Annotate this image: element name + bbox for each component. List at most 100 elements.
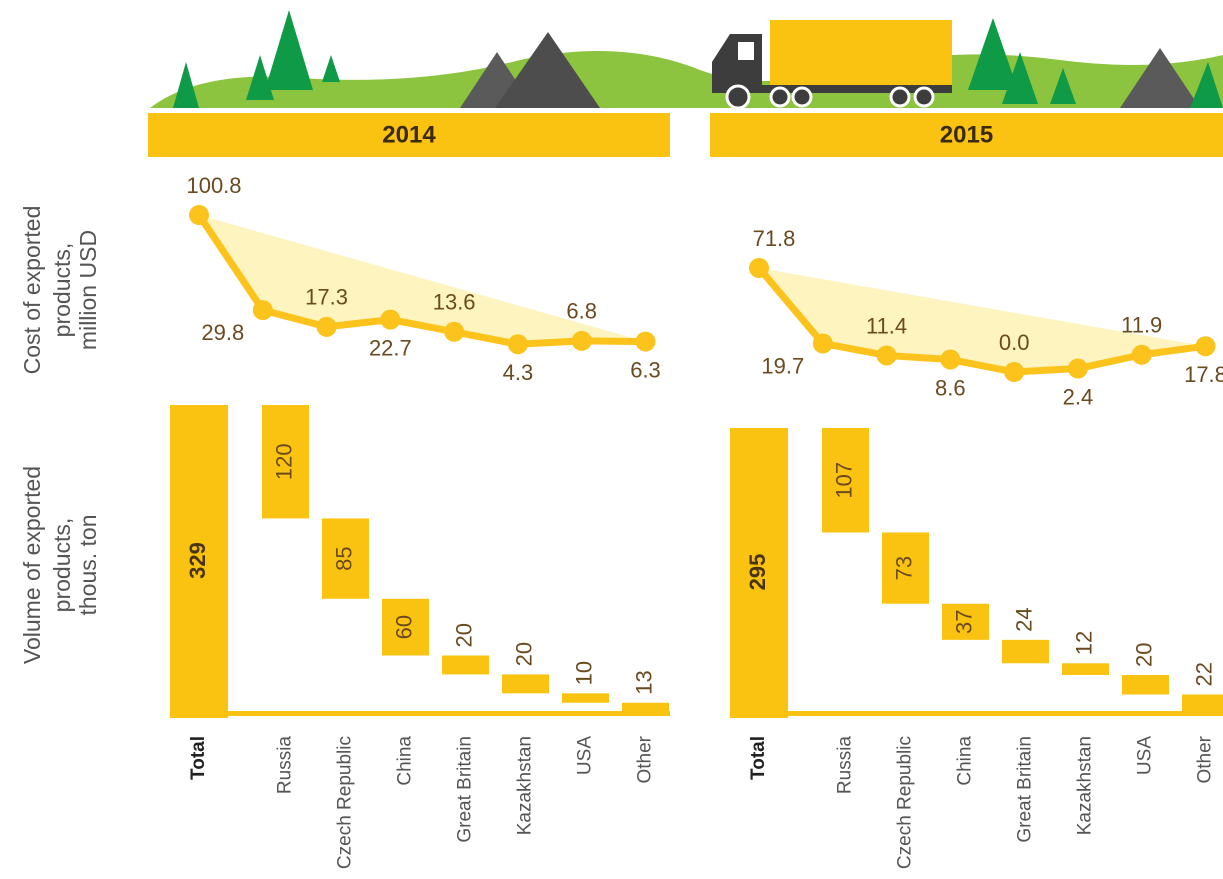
- value-label: 71.8: [753, 226, 796, 251]
- value-label: 12: [1071, 631, 1096, 655]
- year-header: [148, 113, 670, 157]
- tree: [1002, 52, 1038, 104]
- x-tick-label: USA: [575, 736, 596, 775]
- truck-cab: [712, 34, 762, 90]
- year-header: [710, 113, 1223, 157]
- wheel: [889, 86, 911, 108]
- value-label: 107: [831, 462, 856, 499]
- area: [759, 268, 1206, 372]
- y-axis-label: products,: [49, 243, 75, 338]
- year-title: 2014: [382, 121, 436, 148]
- y-axis-label: Cost of exported: [19, 206, 45, 375]
- bar: [1062, 663, 1109, 675]
- x-tick-label: Other: [635, 735, 656, 783]
- value-label: 37: [951, 610, 976, 634]
- x-tick-label: Great Britain: [455, 736, 476, 843]
- value-label: 0.0: [999, 330, 1030, 355]
- value-label: 20: [1131, 643, 1156, 667]
- bar: [442, 655, 489, 675]
- bar: [382, 598, 429, 656]
- wheel: [769, 86, 791, 108]
- total-label: 295: [745, 554, 770, 591]
- truck-box: [770, 20, 952, 88]
- value-label: 20: [451, 623, 476, 647]
- truck: [712, 20, 952, 110]
- x-tick-label: Kazakhstan: [1075, 736, 1096, 835]
- wheel: [725, 84, 751, 110]
- x-tick-label: Other: [1195, 735, 1216, 783]
- bar: [622, 702, 669, 716]
- baseline: [170, 711, 670, 716]
- area: [199, 215, 646, 345]
- point: [1131, 344, 1152, 365]
- point: [316, 316, 337, 337]
- wheel: [791, 86, 813, 108]
- value-label: 24: [1011, 607, 1036, 631]
- hill: [150, 51, 1223, 108]
- point: [940, 349, 961, 370]
- point: [1004, 362, 1025, 382]
- tree: [173, 62, 199, 108]
- value-label: 6.8: [566, 299, 597, 324]
- value-label: 20: [511, 642, 536, 666]
- x-tick-label: China: [395, 736, 416, 786]
- value-label: 60: [391, 615, 416, 639]
- point: [252, 300, 273, 321]
- value-label: 6.3: [630, 357, 661, 382]
- value-label: 17.3: [305, 285, 348, 310]
- scenery: [150, 10, 1223, 110]
- y-axis-label: million USD: [75, 230, 101, 350]
- bar: [882, 532, 929, 604]
- tree: [1050, 68, 1076, 104]
- wheel: [913, 86, 935, 108]
- point: [507, 334, 528, 355]
- total-bar: [170, 405, 228, 718]
- x-tick-label: Total: [188, 736, 209, 780]
- truck-window: [738, 42, 754, 60]
- value-label: 4.3: [503, 360, 534, 385]
- x-tick-label: Great Britain: [1015, 736, 1036, 843]
- bar: [1122, 674, 1169, 695]
- x-tick-label: Czech Republic: [335, 736, 356, 869]
- x-tick-label: USA: [1135, 736, 1156, 775]
- mountain: [1120, 48, 1200, 108]
- line: [756, 265, 1206, 376]
- y-axis-label: products,: [49, 518, 75, 613]
- value-label: 10: [571, 661, 596, 685]
- bar: [562, 693, 609, 703]
- value-label: 73: [891, 556, 916, 580]
- value-label: 120: [271, 443, 296, 480]
- value-label: 22: [1191, 662, 1216, 686]
- bar: [942, 603, 989, 640]
- tree: [968, 18, 1018, 90]
- mountain: [495, 32, 600, 108]
- value-label: 22.7: [369, 335, 412, 360]
- x-tick-label: Russia: [835, 736, 856, 795]
- bar: [502, 674, 549, 694]
- point: [380, 309, 401, 330]
- tree: [1190, 62, 1223, 108]
- value-label: 85: [331, 546, 356, 570]
- value-label: 17.8: [1184, 362, 1223, 387]
- point: [635, 331, 656, 352]
- bar: [322, 518, 369, 599]
- line: [196, 213, 646, 348]
- value-label: 13.6: [433, 290, 476, 315]
- bar: [822, 428, 869, 533]
- cost-label: Cost of exported products, million USD: [19, 206, 101, 375]
- x-tick-label: Kazakhstan: [515, 736, 536, 835]
- bar: [1182, 694, 1223, 716]
- total-bar: [730, 428, 788, 718]
- baseline: [730, 711, 1223, 716]
- value-label: 11.4: [866, 313, 907, 338]
- value-label: 100.8: [186, 173, 241, 198]
- value-label: 8.6: [935, 375, 966, 400]
- point: [876, 345, 897, 366]
- x-tick-label: Total: [748, 736, 769, 780]
- value-label: 29.8: [201, 320, 244, 345]
- point: [189, 205, 209, 225]
- tree: [322, 55, 340, 82]
- volume-label: Volume of exported products, thous. ton: [19, 466, 101, 664]
- point: [571, 330, 592, 351]
